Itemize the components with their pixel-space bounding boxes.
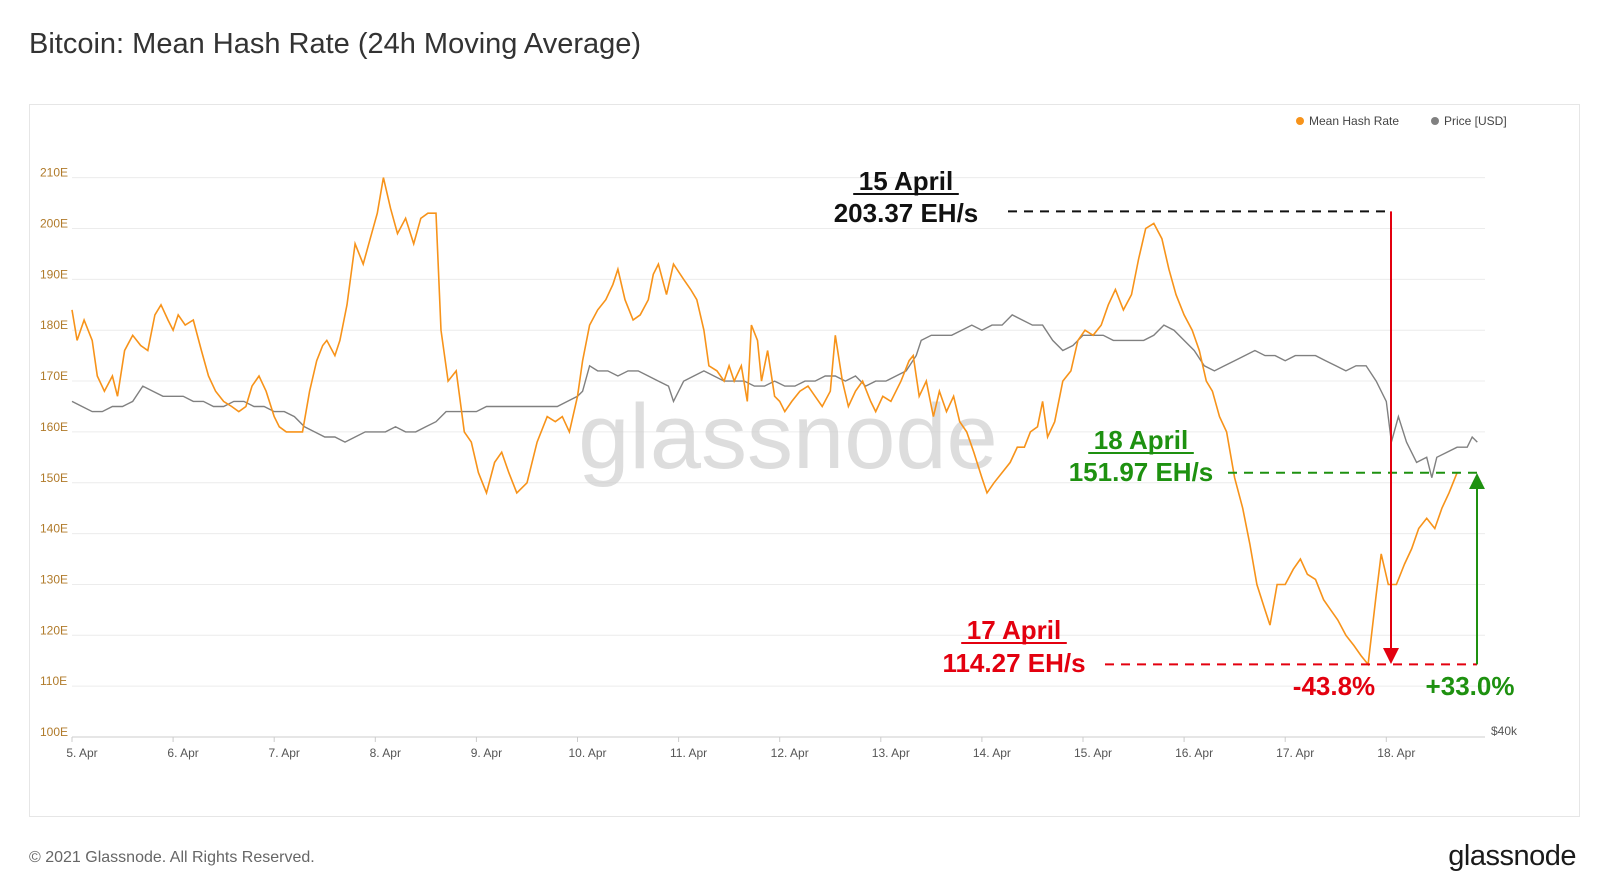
- x-axis-labels: 5. Apr 6. Apr 7. Apr 8. Apr 9. Apr 10. Apr 11.…: [66, 737, 1415, 760]
- x-tick-label: 8. Apr: [370, 746, 401, 760]
- y-tick-label: 180E: [40, 318, 68, 332]
- legend-label: Price [USD]: [1444, 114, 1507, 128]
- x-tick-label: 15. Apr: [1074, 746, 1112, 760]
- y-tick-label: 130E: [40, 572, 68, 586]
- legend-marker: [1296, 117, 1304, 125]
- x-tick-label: 17. Apr: [1276, 746, 1314, 760]
- y-tick-label: 190E: [40, 267, 68, 281]
- y-tick-label: 120E: [40, 623, 68, 637]
- watermark: glassnode: [578, 386, 997, 488]
- legend-marker: [1431, 117, 1439, 125]
- x-tick-label: 16. Apr: [1175, 746, 1213, 760]
- hash-rate-series-line: [71, 177, 1458, 667]
- brand-logo: glassnode: [1448, 840, 1576, 872]
- x-tick-label: 14. Apr: [973, 746, 1011, 760]
- legend-label: Mean Hash Rate: [1309, 114, 1399, 128]
- current-date-label: 18 April: [1094, 425, 1188, 455]
- page-title: Bitcoin: Mean Hash Rate (24h Moving Aver…: [29, 28, 642, 60]
- grid-lines: [72, 177, 1485, 738]
- drop-percent-label: -43.8%: [1293, 671, 1375, 701]
- x-tick-label: 6. Apr: [167, 746, 198, 760]
- peak-value-label: 203.37 EH/s: [834, 198, 979, 228]
- y-tick-label: 210E: [40, 166, 68, 180]
- legend: Mean Hash Rate Price [USD]: [1296, 114, 1507, 128]
- y-tick-label: 110E: [40, 674, 67, 688]
- x-tick-label: 10. Apr: [568, 746, 606, 760]
- x-tick-label: 11. Apr: [670, 746, 707, 760]
- y-tick-label: 100E: [40, 725, 68, 739]
- right-axis-label: $40k: [1491, 724, 1518, 738]
- peak-date-label: 15 April: [859, 166, 953, 196]
- low-date-label: 17 April: [967, 615, 1061, 645]
- y-axis-labels: 100E 110E 120E 130E 140E 150E 160E 170E 180E 190E…: [40, 166, 68, 739]
- y-tick-label: 150E: [40, 471, 68, 485]
- y-tick-label: 140E: [40, 522, 68, 536]
- rise-percent-label: +33.0%: [1426, 671, 1515, 701]
- x-tick-label: 12. Apr: [771, 746, 809, 760]
- current-value-label: 151.97 EH/s: [1069, 457, 1214, 487]
- x-tick-label: 9. Apr: [471, 746, 502, 760]
- low-value-label: 114.27 EH/s: [942, 648, 1085, 678]
- x-tick-label: 13. Apr: [872, 746, 910, 760]
- copyright-text: © 2021 Glassnode. All Rights Reserved.: [29, 849, 315, 866]
- x-tick-label: 18. Apr: [1377, 746, 1415, 760]
- y-tick-label: 200E: [40, 217, 68, 231]
- y-tick-label: 170E: [40, 369, 68, 383]
- price-series-line: [71, 314, 1478, 478]
- chart-panel: [29, 104, 1580, 817]
- y-tick-label: 160E: [40, 420, 68, 434]
- x-tick-label: 5. Apr: [66, 746, 97, 760]
- x-tick-label: 7. Apr: [269, 746, 300, 760]
